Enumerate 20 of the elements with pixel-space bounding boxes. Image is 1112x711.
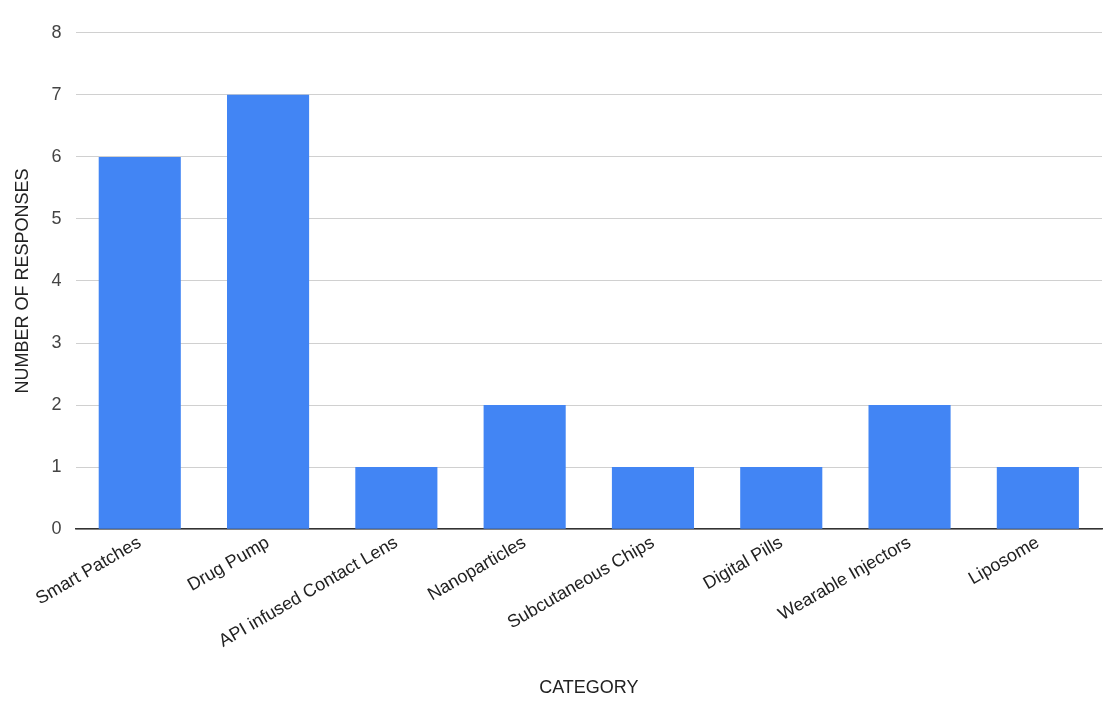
y-axis-title: NUMBER OF RESPONSES: [11, 168, 32, 394]
bar: [227, 94, 310, 529]
bar: [740, 467, 823, 529]
y-tick-label: 0: [51, 518, 62, 539]
bar: [98, 156, 181, 529]
y-tick-label: 3: [51, 331, 62, 352]
bar: [868, 405, 951, 529]
bar: [996, 467, 1079, 529]
y-tick-label: 8: [51, 21, 62, 42]
x-tick-label: Drug Pump: [183, 531, 273, 595]
y-tick-label: 1: [51, 456, 62, 477]
y-tick-label: 6: [51, 145, 62, 166]
bar: [611, 467, 695, 529]
y-tick-label: 4: [51, 269, 62, 290]
bar: [483, 405, 566, 529]
y-tick-label: 5: [51, 207, 62, 228]
y-tick-label: 7: [51, 83, 62, 104]
y-tick-label: 2: [51, 394, 62, 415]
x-axis-title: CATEGORY: [539, 677, 639, 698]
bar: [355, 467, 438, 529]
